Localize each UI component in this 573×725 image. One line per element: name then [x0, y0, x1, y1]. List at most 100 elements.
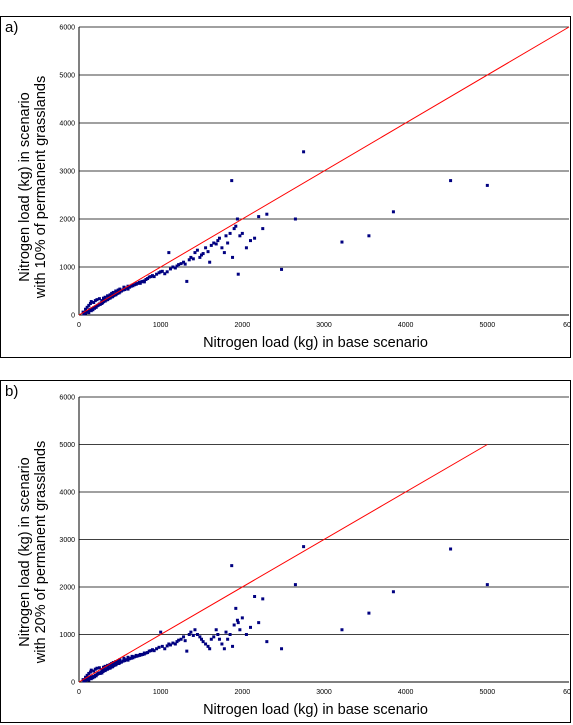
data-point: [87, 303, 91, 307]
x-axis-title-b: Nitrogen load (kg) in base scenario: [203, 702, 428, 718]
data-point: [214, 242, 218, 246]
data-point: [122, 656, 126, 660]
data-point: [257, 215, 261, 219]
data-point: [138, 281, 142, 285]
data-point: [87, 671, 91, 675]
data-point: [118, 287, 122, 291]
data-point: [206, 644, 210, 648]
data-point: [87, 678, 91, 682]
data-point: [485, 183, 489, 187]
data-point: [175, 640, 179, 644]
data-point: [189, 630, 193, 634]
x-tick-label: 600: [563, 689, 571, 696]
x-tick-label: 3000: [316, 322, 332, 329]
data-point: [201, 252, 205, 256]
data-point: [160, 644, 164, 648]
data-point: [102, 296, 105, 300]
data-point: [133, 283, 137, 287]
data-point: [449, 547, 453, 551]
data-point: [220, 642, 224, 646]
data-point: [261, 227, 265, 231]
data-point: [185, 649, 189, 653]
data-point: [265, 212, 269, 216]
data-point: [134, 653, 138, 657]
data-point: [179, 262, 183, 266]
data-point: [89, 668, 93, 672]
data-point: [340, 240, 344, 244]
data-point: [110, 291, 114, 295]
data-point: [222, 251, 226, 255]
x-tick-label: 4000: [398, 322, 414, 329]
data-point: [200, 253, 203, 257]
data-point: [84, 675, 88, 679]
data-point: [195, 633, 199, 636]
data-point: [183, 639, 187, 643]
data-point: [141, 279, 145, 283]
data-point: [85, 673, 89, 677]
data-point: [118, 290, 122, 294]
data-point: [126, 658, 130, 662]
data-point: [144, 277, 148, 281]
data-point: [206, 250, 210, 254]
data-point: [141, 652, 145, 656]
data-point: [293, 583, 297, 587]
data-point: [200, 637, 203, 641]
data-point: [146, 651, 150, 655]
data-point: [220, 246, 224, 250]
x-tick-label: 2000: [235, 689, 251, 696]
data-point: [367, 234, 371, 238]
data-point: [167, 642, 171, 646]
data-point: [177, 263, 181, 267]
x-tick-label: 5000: [480, 322, 496, 329]
data-point: [133, 655, 137, 659]
data-point: [167, 251, 171, 255]
data-point: [235, 217, 239, 221]
data-point: [130, 654, 134, 658]
data-point: [93, 667, 97, 671]
data-point: [138, 652, 142, 656]
data-point: [249, 625, 252, 629]
data-point: [163, 272, 167, 276]
data-point: [302, 545, 306, 549]
data-point: [261, 597, 265, 601]
y-tick-label: 5000: [59, 442, 75, 449]
data-point: [249, 239, 252, 243]
y-tick-label: 0: [71, 313, 75, 320]
data-point: [232, 227, 236, 231]
panel-label-a: a): [5, 19, 19, 36]
data-point: [142, 280, 146, 284]
y-tick-label: 1000: [59, 265, 75, 272]
data-point: [209, 243, 213, 247]
data-point: [159, 270, 163, 274]
data-point: [201, 640, 205, 644]
data-point: [217, 637, 221, 641]
data-point: [126, 287, 130, 291]
data-point: [224, 630, 228, 634]
data-point: [238, 234, 242, 238]
data-point: [173, 266, 177, 270]
data-point: [146, 277, 150, 281]
data-point: [92, 669, 96, 673]
data-point: [214, 628, 218, 632]
scatter-plot-b: 0 1000 2000 3000 4000 5000 6000 0 1000 2000 3000 40…: [59, 395, 571, 697]
data-point: [111, 290, 115, 294]
data-point: [116, 288, 120, 292]
data-point: [212, 635, 216, 639]
data-point: [193, 251, 197, 255]
data-point: [209, 637, 213, 641]
data-point: [89, 677, 93, 681]
data-point: [91, 308, 95, 312]
data-point: [142, 651, 146, 655]
data-point: [159, 630, 163, 634]
data-point: [119, 289, 123, 293]
data-point: [179, 637, 183, 641]
y-tick-label: 6000: [59, 25, 75, 32]
data-point: [130, 283, 134, 287]
data-point: [391, 210, 395, 214]
data-point: [231, 255, 235, 259]
y-axis-title-line2: with 10% of permanent grasslands: [33, 75, 49, 299]
data-point: [293, 217, 297, 221]
data-point: [136, 281, 140, 285]
y-axis-title-line2: with 20% of permanent grasslands: [33, 440, 49, 663]
data-point: [100, 299, 104, 303]
